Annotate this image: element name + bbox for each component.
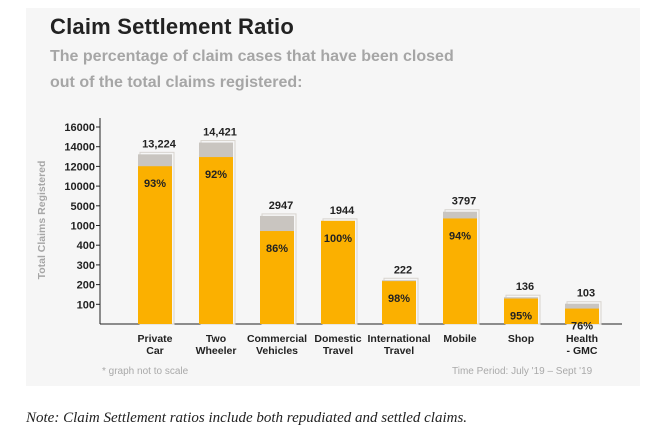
category-label: Shop: [508, 333, 534, 345]
ratio-label: 93%: [144, 178, 166, 190]
y-tick-label: 14000: [64, 142, 95, 154]
category-label: Domestic: [314, 333, 361, 345]
chart-subtitle: The percentage of claim cases that have …: [50, 48, 454, 91]
scale-footnote: * graph not to scale: [102, 366, 189, 377]
category-label: Mobile: [443, 333, 476, 345]
y-axis: 16000 14000 12000 10000 5000 1000 400 300 200 100…: [36, 118, 101, 324]
category-label: Vehicles: [256, 345, 298, 357]
ratio-label: 100%: [324, 233, 352, 245]
ratio-label: 95%: [510, 311, 532, 323]
ratio-label: 98%: [388, 293, 410, 305]
settled-claims-bar: [199, 157, 233, 324]
y-axis-title: Total Claims Registered: [36, 161, 48, 280]
category-label: Two: [206, 333, 226, 345]
category-label: - GMC: [567, 345, 598, 357]
ratio-label: 94%: [449, 230, 471, 242]
category-label: Car: [146, 345, 164, 357]
y-tick-label: 100: [77, 299, 95, 311]
category-label: Travel: [384, 345, 414, 357]
settled-claims-bar: [382, 281, 416, 324]
category-label: Health: [566, 333, 598, 345]
y-tick-label: 10000: [64, 181, 95, 193]
category-label: Travel: [323, 345, 353, 357]
y-tick-label: 1000: [71, 221, 95, 233]
time-period: Time Period: July '19 – Sept '19: [452, 366, 593, 377]
total-value-label: 13,224: [142, 138, 177, 150]
y-tick-label: 12000: [64, 161, 95, 173]
total-value-label: 14,421: [203, 127, 237, 139]
settled-claims-bar: [138, 166, 172, 324]
y-tick-label: 400: [77, 240, 95, 252]
category-label: International: [367, 333, 430, 345]
y-tick-label: 5000: [71, 201, 95, 213]
ratio-label: 86%: [266, 243, 288, 255]
settled-claims-bar: [565, 308, 599, 324]
total-value-label: 222: [394, 264, 412, 276]
y-tick-label: 300: [77, 260, 95, 272]
y-tick-label: 200: [77, 280, 95, 292]
total-value-label: 136: [516, 281, 534, 293]
bars-group: 13,224 93% 14,421 92% 2947 86% 1944 100% 222 98% 3…: [138, 127, 602, 333]
category-label: Wheeler: [196, 345, 237, 357]
chart-title: Claim Settlement Ratio: [50, 14, 295, 39]
category-label: Private: [137, 333, 172, 345]
settled-claims-bar: [504, 298, 538, 324]
settled-claims-bar: [443, 218, 477, 324]
y-tick-label: 16000: [64, 122, 95, 134]
ratio-label: 76%: [571, 321, 593, 333]
settlement-note: Note: Claim Settlement ratios include bo…: [26, 410, 468, 426]
total-value-label: 2947: [269, 200, 293, 212]
settled-claims-bar: [260, 231, 294, 324]
total-value-label: 3797: [452, 196, 476, 208]
settled-claims-bar: [321, 220, 355, 324]
category-label: Commercial: [247, 333, 307, 345]
total-value-label: 1944: [330, 205, 355, 217]
ratio-label: 92%: [205, 169, 227, 181]
total-value-label: 103: [577, 288, 595, 300]
